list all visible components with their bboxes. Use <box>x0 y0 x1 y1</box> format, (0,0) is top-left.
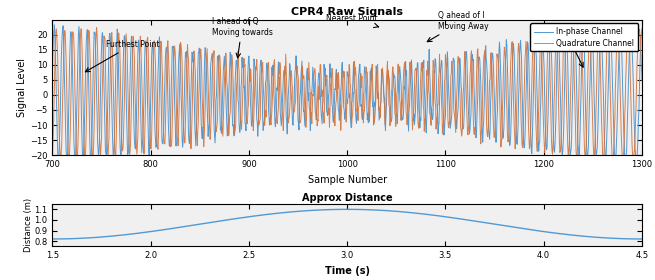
Quadrature Channel <box>638 79 646 82</box>
Title: CPR4 Raw Signals: CPR4 Raw Signals <box>291 8 403 17</box>
Y-axis label: Distance (m): Distance (m) <box>24 198 33 252</box>
In-phase Channel <box>440 113 447 117</box>
Y-axis label: Signal Level: Signal Level <box>17 58 28 117</box>
Text: Furthest Point: Furthest Point <box>544 37 597 67</box>
In-phase Channel <box>419 69 426 72</box>
In-phase Channel <box>234 100 242 103</box>
In-phase Channel <box>183 65 191 68</box>
Quadrature Channel <box>48 154 56 158</box>
Legend: In-phase Channel, Quadrature Channel: In-phase Channel, Quadrature Channel <box>531 24 638 51</box>
In-phase Channel <box>638 27 646 30</box>
Quadrature Channel <box>244 107 252 111</box>
In-phase Channel <box>612 163 620 167</box>
Text: I ahead of Q
Moving towards: I ahead of Q Moving towards <box>212 17 272 58</box>
In-phase Channel <box>500 108 508 111</box>
Quadrature Channel <box>234 64 242 67</box>
Quadrature Channel <box>92 26 100 29</box>
Quadrature Channel <box>501 51 509 55</box>
In-phase Channel <box>48 71 56 75</box>
Quadrature Channel <box>183 43 191 46</box>
Quadrature Channel <box>419 70 427 73</box>
In-phase Channel <box>244 78 252 82</box>
X-axis label: Time (s): Time (s) <box>325 266 369 276</box>
Quadrature Channel <box>440 123 448 126</box>
Text: Furthest Point: Furthest Point <box>85 40 160 72</box>
Text: Nearest Point: Nearest Point <box>326 14 379 27</box>
Line: Quadrature Channel: Quadrature Channel <box>52 28 642 164</box>
Title: Approx Distance: Approx Distance <box>302 193 392 203</box>
X-axis label: Sample Number: Sample Number <box>308 174 386 185</box>
Line: In-phase Channel: In-phase Channel <box>52 24 642 165</box>
Text: Q ahead of I
Moving Away: Q ahead of I Moving Away <box>427 11 488 42</box>
In-phase Channel <box>627 23 635 26</box>
Quadrature Channel <box>629 162 637 165</box>
